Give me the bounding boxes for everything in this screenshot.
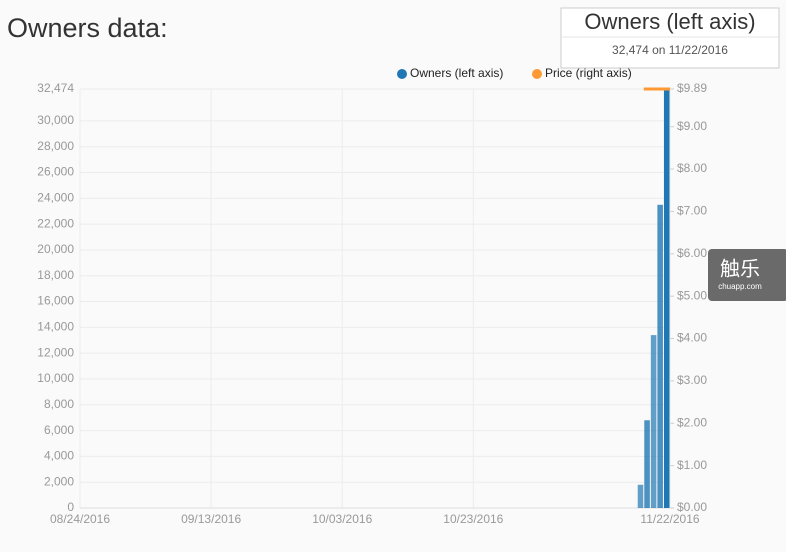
y2-tick-label: $3.00 (677, 373, 707, 387)
x-tick-label: 10/23/2016 (443, 512, 503, 526)
y2-tick-label: $8.00 (677, 161, 707, 175)
y2-tick-label: $1.00 (677, 458, 707, 472)
bar (663, 89, 670, 508)
plot: 0 2,000 4,000 6,000 8,000 10,000 12,000 14,000 1… (37, 66, 707, 526)
bar (644, 420, 650, 508)
watermark-subtitle: chuapp.com (718, 282, 762, 291)
y-tick-label: 14,000 (37, 320, 74, 334)
bar (657, 204, 663, 508)
y-tick-label: 20,000 (37, 242, 74, 256)
page-title: Owners data: (7, 13, 168, 43)
x-tick-label: 11/22/2016 (640, 512, 699, 526)
legend-swatch (397, 69, 407, 79)
y-tick-label: 0 (67, 500, 74, 514)
legend-label: Owners (left axis) (410, 66, 503, 80)
tooltip-title: Owners (left axis) (584, 9, 755, 34)
y-tick-label: 4,000 (44, 449, 74, 463)
y2-tick-label: $7.00 (677, 204, 707, 218)
y2-tick-label: $6.00 (677, 246, 707, 260)
x-tick-label: 10/03/2016 (312, 512, 372, 526)
y2-tick-label: $9.00 (677, 119, 707, 133)
y2-tick-label: $2.00 (677, 415, 707, 429)
y-tick-label: 12,000 (37, 345, 74, 359)
bar (637, 484, 644, 508)
tooltip-box (560, 7, 780, 69)
y-tick-label: 32,474 (37, 81, 74, 95)
y-tick-label: 28,000 (37, 139, 74, 153)
y-tick-label: 16,000 (37, 294, 74, 308)
y-tick-label: 8,000 (44, 397, 74, 411)
x-tick-label: 08/24/2016 (50, 512, 110, 526)
y-tick-label: 6,000 (44, 423, 74, 437)
legend-label: Price (right axis) (545, 66, 632, 80)
y2-tick-label: $5.00 (677, 288, 707, 302)
watermark-box (708, 249, 786, 301)
y-tick-label: 2,000 (44, 474, 74, 488)
y-tick-label: 30,000 (37, 113, 74, 127)
y-tick-label: 24,000 (37, 191, 74, 205)
bar (650, 335, 657, 508)
legend-swatch (532, 69, 542, 79)
y-tick-label: 18,000 (37, 268, 74, 282)
y-tick-label: 10,000 (37, 371, 74, 385)
watermark-title: 触乐 (720, 257, 760, 280)
y-tick-label: 22,000 (37, 216, 74, 230)
x-tick-label: 09/13/2016 (181, 512, 241, 526)
y2-tick-label: $4.00 (677, 331, 707, 345)
y-tick-label: 26,000 (37, 165, 74, 179)
y2-tick-label: $9.89 (677, 81, 707, 95)
y2-tick-label: $0.00 (677, 500, 707, 514)
tooltip-text: 32,474 on 11/22/2016 (612, 43, 728, 57)
